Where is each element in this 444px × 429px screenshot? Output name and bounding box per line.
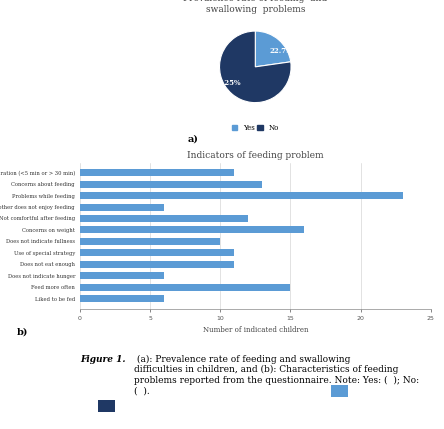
Bar [80,272,164,279]
Bar [80,249,234,257]
Title: Indicators of feeding problem: Indicators of feeding problem [187,151,324,160]
Bar [331,385,348,397]
Bar [80,215,248,222]
Text: (a): Prevalence rate of feeding and swallowing
difficulties in children, and (b): (a): Prevalence rate of feeding and swal… [134,355,420,396]
Bar [80,203,164,211]
Wedge shape [219,31,291,103]
Wedge shape [255,31,291,67]
Bar [80,238,220,245]
Bar [80,227,305,233]
Text: a): a) [188,134,198,143]
Bar [98,401,115,412]
Bar [80,192,403,199]
X-axis label: Number of indicated children: Number of indicated children [202,326,308,333]
Text: 77.25%: 77.25% [213,79,241,87]
Bar [80,295,164,302]
Bar [80,181,262,188]
Bar [80,284,290,290]
Bar [80,261,234,268]
Text: b): b) [17,328,28,337]
Title: Prevalence rate of feeding  and
swallowing  problems: Prevalence rate of feeding and swallowin… [183,0,327,14]
Text: 22.75%: 22.75% [270,47,298,54]
Text: Figure 1.: Figure 1. [80,355,125,364]
Legend: Yes, No: Yes, No [229,121,281,135]
Bar [80,169,234,176]
